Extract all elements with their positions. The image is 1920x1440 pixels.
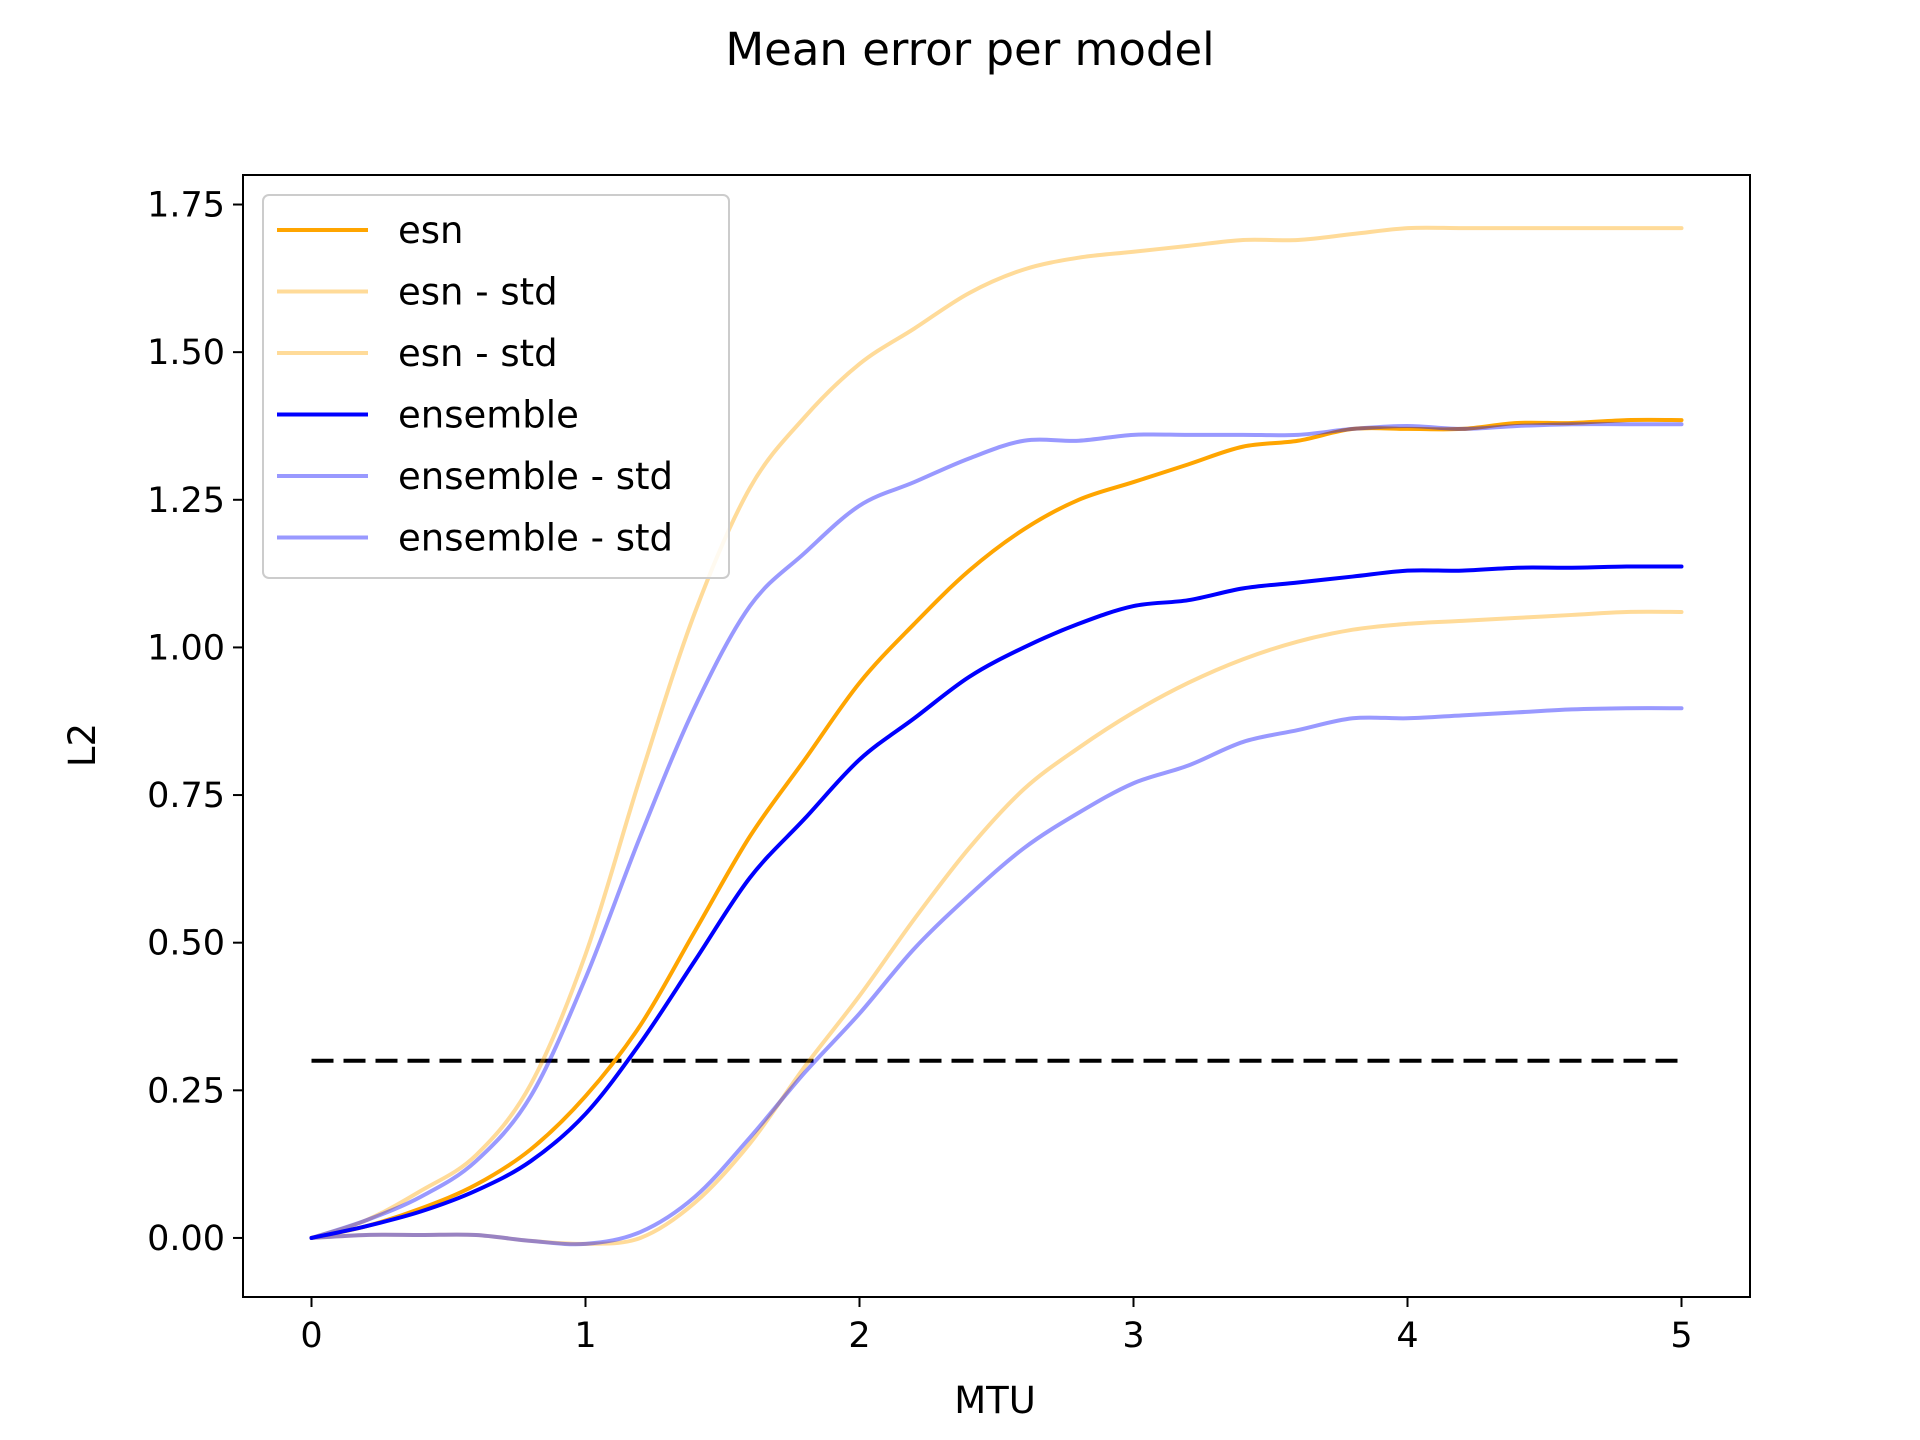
y-tick-label: 0.00 [147,1219,225,1259]
x-tick-label: 4 [1396,1316,1418,1356]
x-tick-label: 3 [1122,1316,1144,1356]
series-line-3 [309,564,1684,1240]
y-tick-label: 1.00 [147,628,225,668]
legend-label: esn - std [398,271,558,314]
y-tick-label: 0.25 [147,1071,225,1111]
y-tick-label: 1.50 [147,333,225,373]
x-tick-label: 1 [574,1316,596,1356]
series-line-2 [309,609,1684,1246]
x-tick-label: 2 [848,1316,870,1356]
y-tick-label: 0.50 [147,924,225,964]
series-line-0 [309,417,1684,1240]
plot-area [309,225,1684,1247]
plot-frame [242,174,1751,1298]
x-tick-label: 5 [1670,1316,1692,1356]
legend-label: ensemble [398,394,579,437]
series-line-1 [309,225,1684,1240]
y-tick-label: 1.75 [147,186,225,226]
legend-label: ensemble - std [398,455,673,498]
y-axis-label: L2 [61,723,104,767]
x-axis-label: MTU [954,1379,1036,1422]
axis-ticks: 0 1 2 3 4 5 0.00 0.25 0.50 0.75 1.00 1.25 1.50 1.75 [147,186,1693,1356]
y-tick-label: 0.75 [147,776,225,816]
y-tick-label: 1.25 [147,481,225,521]
legend-label: esn [398,209,464,252]
legend-label: esn - std [398,332,558,375]
series-line-5 [309,706,1684,1247]
x-tick-label: 0 [300,1316,322,1356]
legend-label: ensemble - std [398,517,673,560]
legend-box [262,194,730,579]
chart-title: Mean error per model [725,23,1214,76]
series-line-4 [309,422,1684,1240]
legend: esn esn - std esn - std ensemble ensemble - … [262,194,730,579]
